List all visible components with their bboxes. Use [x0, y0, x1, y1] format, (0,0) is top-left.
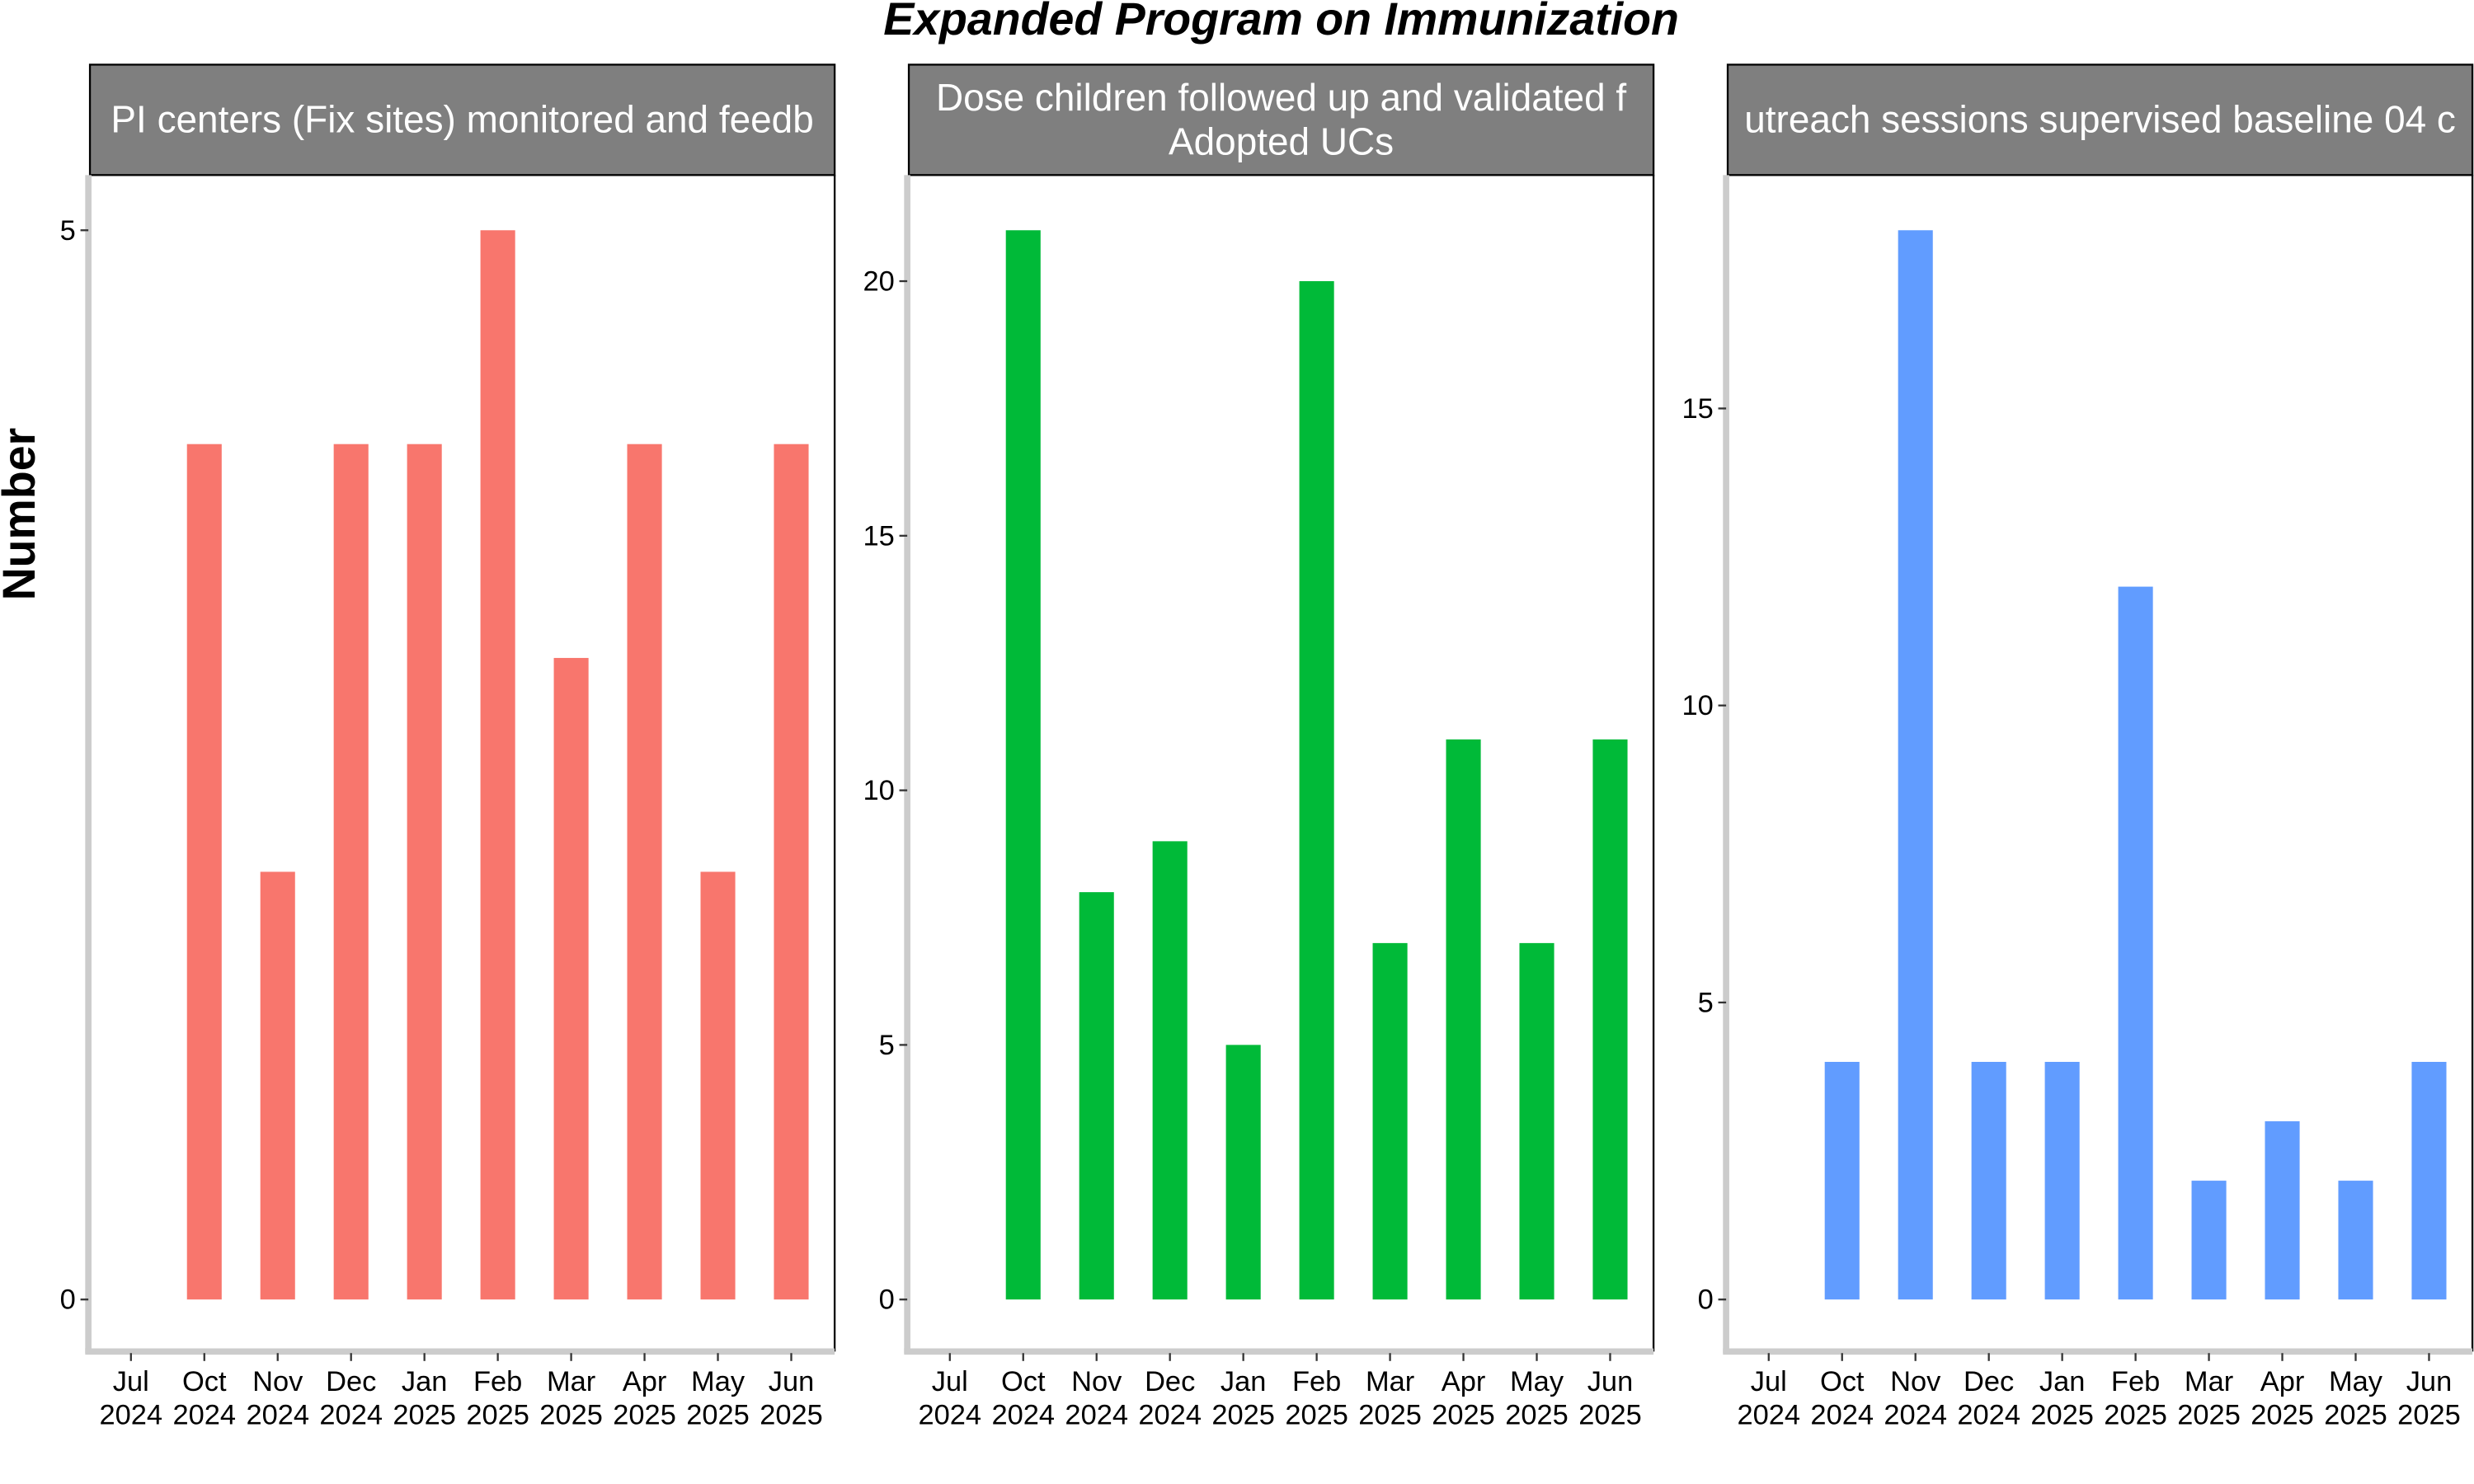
facet-panel: utreach sessions supervised baseline 04 … — [1682, 63, 2474, 1430]
bar — [1152, 841, 1188, 1300]
x-tick-label: Feb 2025 — [2104, 1366, 2167, 1430]
bar — [1299, 281, 1334, 1300]
bar — [1446, 739, 1481, 1300]
y-tick-label: 0 — [1698, 1284, 1714, 1316]
x-tick-label: Jun 2025 — [2397, 1366, 2461, 1430]
x-tick-label: Dec 2024 — [319, 1366, 383, 1430]
facet-strip — [88, 63, 836, 176]
x-tick-label: May 2025 — [686, 1366, 750, 1430]
x-tick-label: Feb 2025 — [466, 1366, 529, 1430]
x-tick-label: Jul 2024 — [1737, 1366, 1800, 1430]
x-tick-label: Mar 2025 — [539, 1366, 603, 1430]
bar — [1079, 892, 1114, 1300]
bar — [333, 444, 369, 1300]
x-tick-label: Jan 2025 — [1211, 1366, 1275, 1430]
bar — [1005, 230, 1041, 1300]
bar — [2044, 1061, 2080, 1300]
bar — [1898, 230, 1933, 1300]
bar — [2191, 1181, 2227, 1300]
x-tick-label: Apr 2025 — [613, 1366, 676, 1430]
x-tick-label: Nov 2024 — [1065, 1366, 1128, 1430]
facet-strip-label: Adopted UCs — [1169, 120, 1394, 162]
bar — [186, 444, 222, 1300]
bar — [2265, 1121, 2300, 1300]
y-tick-label: 10 — [1682, 690, 1714, 721]
bar — [1971, 1061, 2006, 1300]
x-tick-label: Oct 2024 — [172, 1366, 236, 1430]
facet-panel: Dose children followed up and validated … — [863, 63, 1655, 1430]
facet-strip — [907, 63, 1655, 176]
y-tick-label: 5 — [60, 215, 76, 247]
bar — [407, 444, 442, 1300]
x-tick-label: Dec 2024 — [1138, 1366, 1202, 1430]
x-tick-label: Jul 2024 — [918, 1366, 981, 1430]
x-tick-label: Oct 2024 — [991, 1366, 1055, 1430]
x-tick-label: Dec 2024 — [1957, 1366, 2020, 1430]
y-tick-label: 15 — [863, 520, 895, 552]
x-tick-label: May 2025 — [1505, 1366, 1569, 1430]
x-tick-label: Mar 2025 — [2177, 1366, 2241, 1430]
bar — [480, 230, 515, 1300]
bar — [2411, 1061, 2447, 1300]
x-tick-label: Oct 2024 — [1810, 1366, 1874, 1430]
y-axis-label: Number — [0, 428, 45, 601]
x-tick-label: Jun 2025 — [760, 1366, 823, 1430]
x-tick-label: Nov 2024 — [1884, 1366, 1947, 1430]
bar — [700, 871, 736, 1300]
bar — [1225, 1045, 1261, 1300]
bar — [260, 871, 295, 1300]
facet-strip — [1726, 63, 2474, 176]
bar — [2118, 586, 2153, 1300]
facet-strip-label: utreach sessions supervised baseline 04 … — [1744, 98, 2456, 141]
facet-strip-label: PI centers (Fix sites) monitored and fee… — [111, 98, 813, 141]
bar — [1372, 942, 1408, 1300]
bar — [1824, 1061, 1860, 1300]
x-tick-label: Apr 2025 — [1432, 1366, 1495, 1430]
y-tick-label: 0 — [879, 1284, 895, 1316]
chart-title: Expanded Program on Immunization — [883, 0, 1679, 45]
y-tick-label: 5 — [879, 1030, 895, 1061]
x-tick-label: Jan 2025 — [2030, 1366, 2094, 1430]
bar — [2338, 1181, 2373, 1300]
x-tick-label: Jul 2024 — [100, 1366, 163, 1430]
x-tick-label: Feb 2025 — [1285, 1366, 1348, 1430]
facet-panel: PI centers (Fix sites) monitored and fee… — [60, 63, 836, 1430]
bar — [1519, 942, 1554, 1300]
y-tick-label: 20 — [863, 266, 895, 298]
facet-strip-label: Dose children followed up and validated … — [936, 76, 1626, 119]
bar — [627, 444, 662, 1300]
x-tick-label: Nov 2024 — [246, 1366, 309, 1430]
x-tick-label: Apr 2025 — [2251, 1366, 2314, 1430]
y-tick-label: 5 — [1698, 987, 1714, 1018]
x-tick-label: Mar 2025 — [1358, 1366, 1422, 1430]
y-tick-label: 15 — [1682, 393, 1714, 425]
bar — [1592, 739, 1628, 1300]
x-tick-label: May 2025 — [2324, 1366, 2387, 1430]
bar — [553, 658, 589, 1300]
facet-panels: PI centers (Fix sites) monitored and fee… — [60, 63, 2474, 1430]
y-tick-label: 0 — [60, 1284, 76, 1316]
y-tick-label: 10 — [863, 775, 895, 806]
x-tick-label: Jan 2025 — [393, 1366, 456, 1430]
bar — [774, 444, 809, 1300]
x-tick-label: Jun 2025 — [1578, 1366, 1642, 1430]
